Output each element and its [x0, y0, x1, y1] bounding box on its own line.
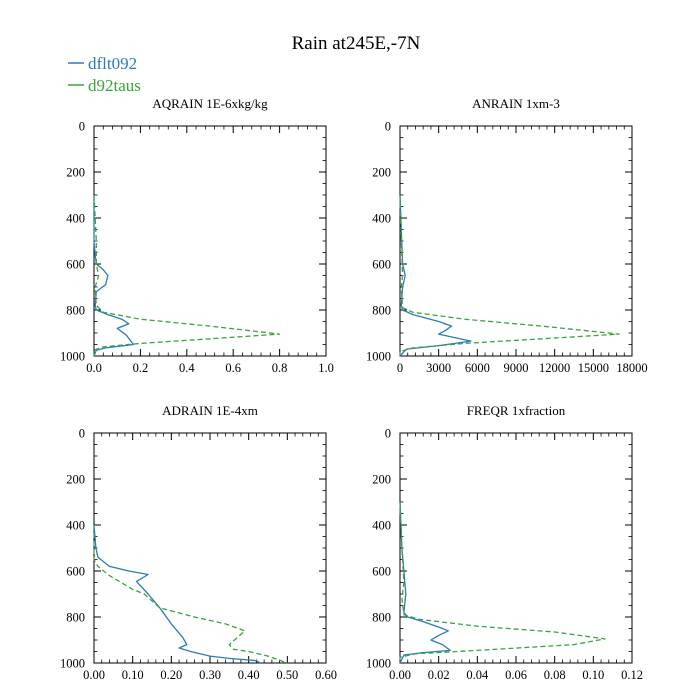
panel-0-ytick-label: 400	[66, 212, 85, 226]
panel-1-xtick-label: 12000	[539, 361, 570, 375]
panel-2-xtick-label: 0.50	[276, 668, 298, 682]
panel-3-title: FREQR 1xfraction	[467, 403, 566, 418]
panel-2-xtick-label: 0.20	[160, 668, 182, 682]
panel-0-frame	[93, 125, 327, 357]
panel-3-ytick-label: 0	[385, 427, 391, 441]
panel-1-xtick-label: 6000	[465, 361, 490, 375]
panel-0-xtick-label: 1.0	[318, 361, 334, 375]
panel-3-ytick-label: 800	[372, 611, 391, 625]
panel-1-ytick-label: 800	[372, 304, 391, 318]
panel-1-xtick-label: 0	[397, 361, 403, 375]
panel-1-ytick-label: 0	[385, 120, 391, 134]
panel-0-xtick-label: 0.4	[179, 361, 195, 375]
panel-2-ytick-label: 800	[66, 611, 85, 625]
panel-1-ytick-label: 400	[372, 212, 391, 226]
panel-0-ytick-label: 200	[66, 166, 85, 180]
panel-3-xtick-label: 0.06	[505, 668, 527, 682]
panel-0-ytick-label: 600	[66, 258, 85, 272]
panel-3: FREQR 1xfraction 0.00 0.02 0.04 0.06 0.08 0.10…	[366, 403, 643, 682]
panel-3-xtick-label: 0.04	[466, 668, 489, 682]
figure-title: Rain at245E,-7N	[292, 33, 421, 54]
panel-3-ytick-label: 400	[372, 519, 391, 533]
panel-2-ytick-label: 400	[66, 519, 85, 533]
panel-1-frame	[399, 125, 633, 357]
panel-1-ytick-label: 1000	[366, 350, 391, 364]
panel-1-title: ANRAIN 1xm-3	[472, 96, 560, 111]
panel-0-series-dflt092	[93, 195, 135, 357]
panel-1-xtick-label: 18000	[616, 361, 647, 375]
panel-2-series-dflt092	[93, 524, 261, 664]
panel-1-ytick-label: 200	[372, 166, 391, 180]
panel-0-series-d92taus	[93, 194, 281, 356]
legend-label-dflt092: dflt092	[88, 54, 137, 73]
panel-3-ytick-label: 600	[372, 565, 391, 579]
panel-2-ytick-label: 1000	[60, 657, 85, 671]
panel-2-ytick-label: 600	[66, 565, 85, 579]
panel-2-frame	[93, 432, 327, 664]
panel-0-title: AQRAIN 1E-6xkg/kg	[152, 96, 268, 111]
panel-1-series-d92taus	[399, 194, 620, 356]
panel-3-xtick-label: 0.02	[428, 668, 450, 682]
panel-3-ytick-label: 1000	[366, 657, 391, 671]
panel-2-ytick-label: 200	[66, 473, 85, 487]
panel-1-xtick-label: 9000	[504, 361, 529, 375]
panel-1-xtick-label: 15000	[578, 361, 609, 375]
panels: AQRAIN 1E-6xkg/kg 0.0 0.2 0.4 0.6 0.8 1.0 0 200 4…	[60, 96, 648, 682]
panel-2: ADRAIN 1E-4xm 0.00 0.10 0.20 0.30 0.40 0.50 0.6…	[60, 403, 337, 682]
panel-1-ytick-label: 600	[372, 258, 391, 272]
panel-0-ytick-label: 1000	[60, 350, 85, 364]
panel-0-ytick-label: 0	[79, 120, 85, 134]
panel-0-xtick-label: 0.0	[86, 361, 102, 375]
panel-2-series-d92taus	[93, 525, 288, 664]
panel-3-xtick-label: 0.10	[582, 668, 604, 682]
panel-0-xtick-label: 0.2	[133, 361, 149, 375]
panel-2-title: ADRAIN 1E-4xm	[162, 403, 258, 418]
panel-1-series-dflt092	[399, 194, 472, 357]
panel-3-series-dflt092	[399, 501, 451, 664]
panel-3-series-d92taus	[399, 501, 606, 663]
panel-2-xtick-label: 0.00	[83, 668, 105, 682]
panel-0: AQRAIN 1E-6xkg/kg 0.0 0.2 0.4 0.6 0.8 1.0 0 200 4…	[60, 96, 334, 375]
legend-label-d92taus: d92taus	[88, 76, 141, 95]
panel-3-ytick-label: 200	[372, 473, 391, 487]
panel-2-xtick-label: 0.10	[122, 668, 144, 682]
panel-3-xtick-label: 0.08	[544, 668, 566, 682]
panel-2-xtick-label: 0.30	[199, 668, 221, 682]
panel-0-xtick-label: 0.8	[272, 361, 288, 375]
panel-1: ANRAIN 1xm-30 3000 6000 9000 12000 15000 18000…	[366, 96, 648, 375]
panel-2-xtick-label: 0.60	[315, 668, 337, 682]
legend: dflt092 d92taus	[68, 54, 141, 95]
panel-2-ytick-label: 0	[79, 427, 85, 441]
panel-1-xtick-label: 3000	[426, 361, 451, 375]
panel-0-xtick-label: 0.6	[225, 361, 241, 375]
panel-0-ytick-label: 800	[66, 304, 85, 318]
panel-3-xtick-label: 0.12	[621, 668, 643, 682]
panel-2-xtick-label: 0.40	[238, 668, 260, 682]
panel-3-xtick-label: 0.00	[389, 668, 411, 682]
